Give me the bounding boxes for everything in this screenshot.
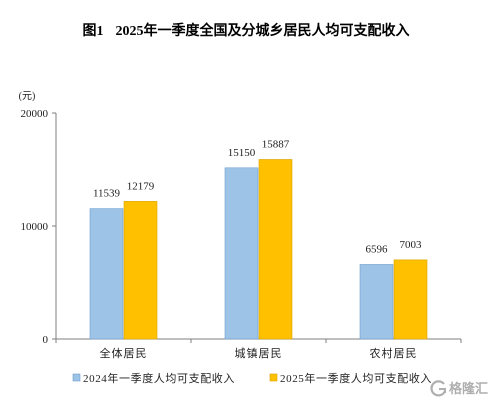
legend-swatch-2024	[72, 373, 81, 382]
data-label-2025-urban-residents: 15887	[262, 138, 290, 150]
figure-number: 图1	[83, 23, 104, 39]
data-label-2025-rural-residents: 7003	[400, 239, 423, 251]
bar-2024-all-residents	[89, 208, 124, 340]
x-axis-ticks	[55, 339, 462, 343]
legend-label-2025: 2025年一季度人均可支配收入	[280, 371, 432, 385]
legend: 2024年一季度人均可支配收入 2025年一季度人均可支配收入	[72, 371, 432, 385]
x-tick-label-rural-residents: 农村居民	[370, 346, 418, 360]
legend-item-2025: 2025年一季度人均可支配收入	[269, 371, 432, 385]
bar-2025-rural-residents	[393, 259, 428, 340]
figure-title: 2025年一季度全国及分城乡居民人均可支配收入	[116, 22, 410, 39]
watermark-text: 格隆汇	[449, 381, 488, 397]
data-labels: 11539 15150 6596 12179 15887 7003	[93, 138, 422, 255]
chart-title: 图1 2025年一季度全国及分城乡居民人均可支配收入	[83, 22, 410, 39]
bar-2024-urban-residents	[224, 167, 259, 340]
data-label-2025-all-residents: 12179	[127, 180, 155, 192]
bar-2024-rural-residents	[359, 264, 394, 340]
legend-swatch-2025	[269, 373, 278, 382]
y-tick-label: 0	[43, 334, 49, 346]
bar-2025-urban-residents	[258, 159, 293, 340]
category-labels: 全体居民 城镇居民 农村居民	[100, 346, 418, 360]
y-axis-ticks: 0 10000 20000	[21, 108, 56, 346]
y-tick-label: 10000	[21, 221, 49, 233]
data-label-2024-urban-residents: 15150	[228, 147, 256, 159]
legend-item-2024: 2024年一季度人均可支配收入	[72, 371, 235, 385]
gelonghui-logo-icon	[430, 380, 447, 397]
y-axis-unit-label: (元)	[19, 91, 36, 102]
bar-2025-all-residents	[123, 201, 158, 340]
y-tick-label: 20000	[21, 108, 49, 120]
data-label-2024-rural-residents: 6596	[366, 243, 389, 255]
x-tick-label-urban-residents: 城镇居民	[235, 346, 283, 360]
legend-label-2024: 2024年一季度人均可支配收入	[83, 371, 235, 385]
data-label-2024-all-residents: 11539	[93, 188, 121, 200]
x-tick-label-all-residents: 全体居民	[100, 346, 148, 360]
watermark: 格隆汇	[430, 380, 488, 397]
bars	[89, 159, 428, 340]
